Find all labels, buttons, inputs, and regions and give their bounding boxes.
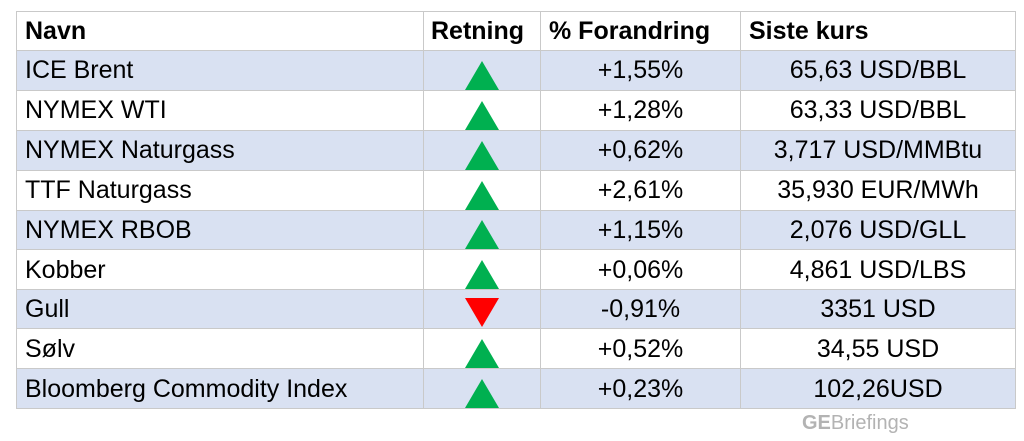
triangle-up-icon <box>465 60 499 90</box>
commodity-name: Sølv <box>16 328 424 370</box>
last-price: 2,076 USD/GLL <box>740 209 1016 251</box>
last-price: 3351 USD <box>740 289 1016 330</box>
table-row: TTF Naturgass +2,61% 35,930 EUR/MWh <box>16 169 1016 211</box>
direction-cell <box>423 50 541 91</box>
commodity-table: Navn Retning % Forandring Siste kurs ICE… <box>16 11 1016 410</box>
table-row: NYMEX RBOB +1,15% 2,076 USD/GLL <box>16 209 1016 251</box>
header-name: Navn <box>16 11 424 51</box>
percent-change: +0,23% <box>540 368 741 410</box>
last-price: 63,33 USD/BBL <box>740 89 1016 131</box>
commodity-name: NYMEX Naturgass <box>16 129 424 171</box>
table-row: Bloomberg Commodity Index +0,23% 102,26USD <box>16 368 1016 410</box>
brand-logo: GEBriefings <box>802 412 909 435</box>
triangle-up-icon <box>465 180 499 210</box>
percent-change: +1,55% <box>540 50 741 91</box>
direction-cell <box>423 129 541 171</box>
direction-cell <box>423 89 541 131</box>
percent-change: +1,15% <box>540 209 741 251</box>
direction-cell <box>423 328 541 370</box>
triangle-up-icon <box>465 339 499 369</box>
table-row: Kobber +0,06% 4,861 USD/LBS <box>16 249 1016 291</box>
table-row: Gull -0,91% 3351 USD <box>16 289 1016 330</box>
table-row: NYMEX Naturgass +0,62% 3,717 USD/MMBtu <box>16 129 1016 171</box>
commodity-name: TTF Naturgass <box>16 169 424 211</box>
triangle-up-icon <box>465 100 499 130</box>
direction-cell <box>423 289 541 330</box>
commodity-name: Gull <box>16 289 424 330</box>
brand-bold: GE <box>802 412 831 434</box>
percent-change: +2,61% <box>540 169 741 211</box>
commodity-name: NYMEX WTI <box>16 89 424 131</box>
header-change: % Forandring <box>540 11 741 51</box>
last-price: 102,26USD <box>740 368 1016 410</box>
triangle-up-icon <box>465 260 499 290</box>
triangle-down-icon <box>465 298 499 328</box>
triangle-up-icon <box>465 140 499 170</box>
commodity-name: Bloomberg Commodity Index <box>16 368 424 410</box>
direction-cell <box>423 169 541 211</box>
percent-change: -0,91% <box>540 289 741 330</box>
table-row: ICE Brent +1,55% 65,63 USD/BBL <box>16 50 1016 91</box>
direction-cell <box>423 368 541 410</box>
percent-change: +1,28% <box>540 89 741 131</box>
last-price: 3,717 USD/MMBtu <box>740 129 1016 171</box>
header-row: Navn Retning % Forandring Siste kurs <box>16 11 1016 51</box>
commodity-name: Kobber <box>16 249 424 291</box>
last-price: 34,55 USD <box>740 328 1016 370</box>
commodity-name: ICE Brent <box>16 50 424 91</box>
header-direction: Retning <box>423 11 541 51</box>
last-price: 35,930 EUR/MWh <box>740 169 1016 211</box>
brand-rest: Briefings <box>830 412 909 434</box>
percent-change: +0,06% <box>540 249 741 291</box>
percent-change: +0,52% <box>540 328 741 370</box>
triangle-up-icon <box>465 379 499 409</box>
percent-change: +0,62% <box>540 129 741 171</box>
table-row: NYMEX WTI +1,28% 63,33 USD/BBL <box>16 89 1016 131</box>
triangle-up-icon <box>465 220 499 250</box>
last-price: 4,861 USD/LBS <box>740 249 1016 291</box>
commodity-name: NYMEX RBOB <box>16 209 424 251</box>
header-last: Siste kurs <box>740 11 1016 51</box>
table-row: Sølv +0,52% 34,55 USD <box>16 328 1016 370</box>
direction-cell <box>423 249 541 291</box>
last-price: 65,63 USD/BBL <box>740 50 1016 91</box>
direction-cell <box>423 209 541 251</box>
